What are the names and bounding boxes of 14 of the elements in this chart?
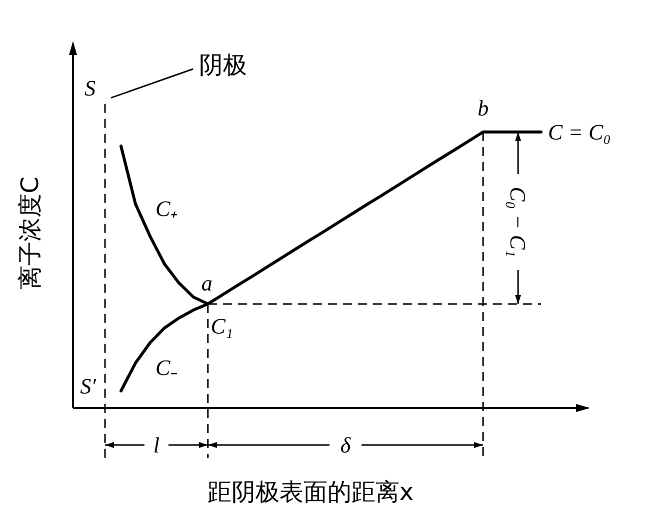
annotation: C₀ − C₁ — [506, 186, 531, 258]
text: b — [478, 96, 489, 120]
series-label: C₊ — [155, 196, 178, 222]
annotation: C = C₀ — [548, 120, 611, 144]
text: l — [153, 432, 160, 458]
annotation: C₁ — [210, 313, 234, 338]
text: 阴极 — [199, 51, 247, 79]
text: S — [84, 76, 96, 100]
text: δ — [340, 432, 352, 458]
series-label: C₋ — [155, 355, 178, 380]
text: S′ — [80, 374, 98, 398]
y-axis-title: 离子浓度C — [16, 176, 44, 290]
x-axis-title: 距阴极表面的距离x — [207, 478, 414, 506]
annotation: a — [201, 270, 212, 296]
